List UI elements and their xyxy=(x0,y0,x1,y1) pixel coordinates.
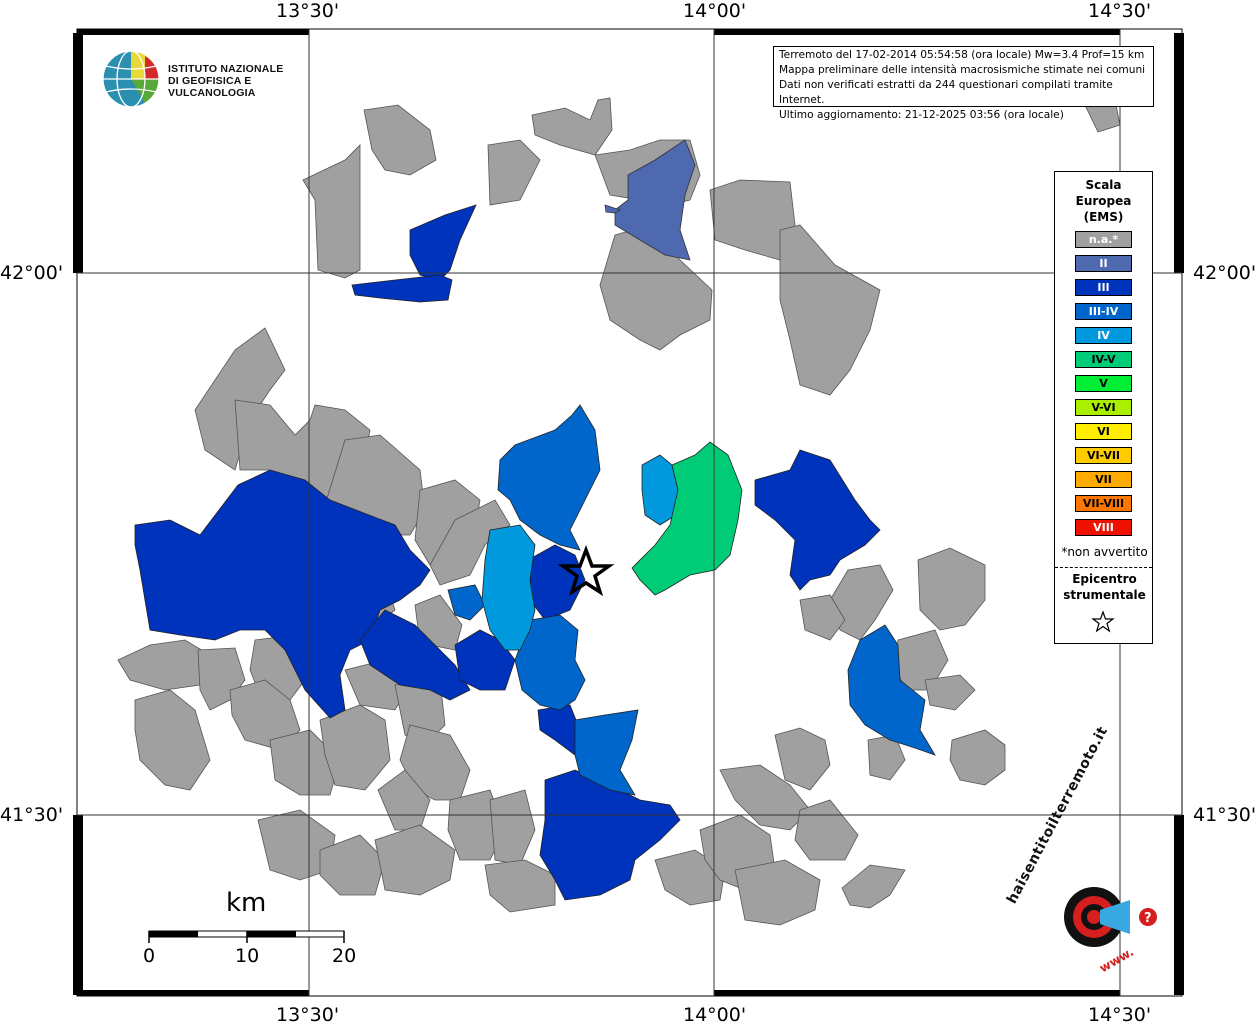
legend-title-line1: Scala xyxy=(1085,178,1122,192)
legend-epicenter-line1: Epicentro xyxy=(1072,572,1137,586)
municipalities-na xyxy=(117,97,1121,926)
legend-swatch: VII-VIII xyxy=(1075,495,1132,512)
coord-left-4200: 42°00' xyxy=(0,262,64,284)
logo-text-line1: ISTITUTO NAZIONALE xyxy=(168,63,284,75)
globe-icon xyxy=(102,50,160,108)
legend-swatch: IV xyxy=(1075,327,1132,344)
legend-swatch: IV-V xyxy=(1075,351,1132,368)
coord-right-4200: 42°00' xyxy=(1193,262,1256,284)
scale-tick-0: 0 xyxy=(143,945,156,967)
coord-top-1400: 14°00' xyxy=(683,0,747,22)
coord-left-4130: 41°30' xyxy=(0,804,64,826)
scale-bar xyxy=(148,930,345,943)
legend-note: *non avvertito xyxy=(1061,545,1148,559)
legend-epicenter-label: Epicentro strumentale xyxy=(1055,571,1154,603)
legend-swatch: V-VI xyxy=(1075,399,1132,416)
event-info-box: Terremoto del 17-02-2014 05:54:58 (ora l… xyxy=(773,46,1154,121)
legend-swatch: VII xyxy=(1075,471,1132,488)
coord-bottom-1430: 14°30' xyxy=(1088,1004,1152,1026)
legend-title: Scala Europea (EMS) xyxy=(1055,177,1152,225)
coord-right-4130: 41°30' xyxy=(1193,804,1256,826)
logo-text-line2: DI GEOFISICA E VULCANOLOGIA xyxy=(168,75,256,99)
coord-top-1330: 13°30' xyxy=(276,0,340,22)
legend-swatch: III xyxy=(1075,279,1132,296)
municipalities-IV xyxy=(481,454,679,651)
legend-swatch: VI xyxy=(1075,423,1132,440)
haisentito-logo: ? haisentitoilterremoto.it www. xyxy=(1004,724,1170,985)
legend-title-line3: (EMS) xyxy=(1083,210,1124,224)
epicenter-star-icon xyxy=(557,545,615,597)
legend-swatch: VIII xyxy=(1075,519,1132,536)
scale-unit-label: km xyxy=(226,888,267,918)
legend-swatch: III-IV xyxy=(1075,303,1132,320)
coord-bottom-1400: 14°00' xyxy=(683,1004,747,1026)
info-line-4: Ultimo aggiornamento: 21-12-2025 03:56 (… xyxy=(779,109,1064,121)
municipalities-III-IV xyxy=(447,404,936,796)
legend-swatch: n.a.* xyxy=(1075,231,1132,248)
frame-border xyxy=(73,29,1184,996)
municipalities-II xyxy=(604,139,696,261)
legend-swatch: V xyxy=(1075,375,1132,392)
legend-swatch: VI-VII xyxy=(1075,447,1132,464)
legend-swatch: II xyxy=(1075,255,1132,272)
legend-title-line2: Europea xyxy=(1075,194,1132,208)
info-line-3: Dati non verificati estratti da 244 ques… xyxy=(779,79,1113,106)
coord-bottom-1330: 13°30' xyxy=(276,1004,340,1026)
ems-legend: Scala Europea (EMS) n.a.* II III III-IV IV IV… xyxy=(1054,171,1153,644)
info-line-2: Mappa preliminare delle intensità macros… xyxy=(779,64,1146,76)
scale-tick-20: 20 xyxy=(332,945,357,967)
legend-divider xyxy=(1055,567,1152,568)
coord-top-1430: 14°30' xyxy=(1088,0,1152,22)
info-line-1: Terremoto del 17-02-2014 05:54:58 (ora l… xyxy=(779,49,1145,61)
svg-text:?: ? xyxy=(1144,911,1152,926)
target-megaphone-icon: ? xyxy=(1064,887,1157,947)
scale-tick-10: 10 xyxy=(235,945,260,967)
legend-star-icon xyxy=(1091,610,1115,633)
ingv-logo: ISTITUTO NAZIONALE DI GEOFISICA E VULCAN… xyxy=(98,46,328,112)
municipalities-III xyxy=(134,204,881,901)
legend-epicenter-line2: strumentale xyxy=(1063,588,1146,602)
